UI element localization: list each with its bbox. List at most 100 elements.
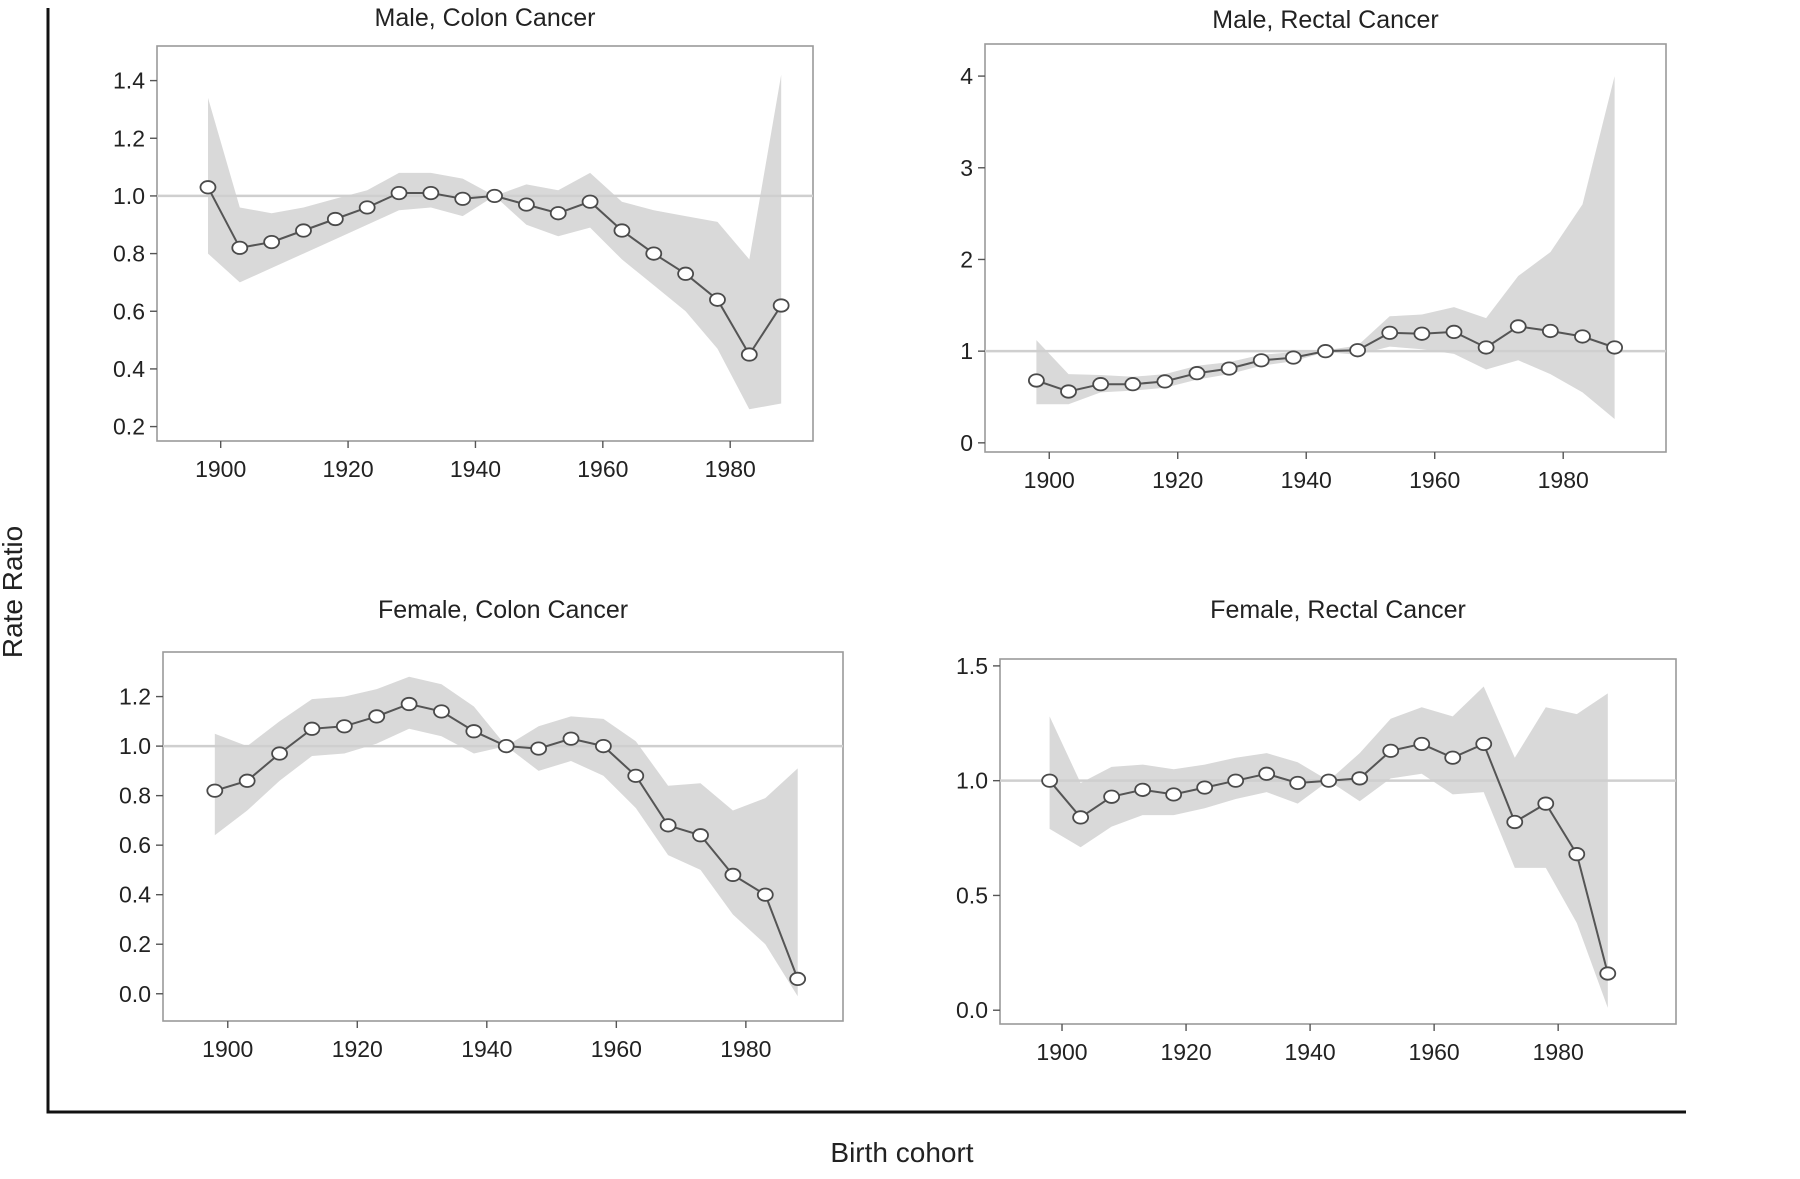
female-colon-y-tick-label: 0.2	[119, 931, 151, 957]
female-colon-data-point	[724, 867, 742, 882]
male-rectal-y-tick-label: 1	[960, 338, 973, 364]
female-colon-panel: Female, Colon Cancer 1.2 1.0 0.8 0.6 0.4 0.2 0.…	[119, 596, 844, 1062]
male-colon-data-point	[263, 234, 281, 250]
female-rectal-data-point	[1413, 736, 1431, 752]
female-colon-y-tick-label: 1.0	[119, 733, 151, 759]
male-colon-data-point	[645, 246, 663, 261]
outer-axis-frame	[46, 8, 1686, 1114]
female-colon-x-tick-label: 1900	[202, 1036, 253, 1062]
male-rectal-x-tick-label: 1940	[1281, 467, 1332, 493]
male-colon-data-point	[772, 298, 790, 313]
male-rectal-panel: Male, Rectal Cancer 4 3 2 1 0 1900 1920 1940 1960…	[960, 6, 1667, 493]
male-colon-data-point	[549, 206, 567, 221]
female-colon-data-point	[335, 719, 353, 734]
male-colon-x-tick-label: 1960	[577, 456, 628, 482]
female-rectal-confidence-band	[1049, 686, 1608, 1008]
male-colon-y-tick-label: 1.4	[113, 68, 145, 94]
female-rectal-data-point	[1537, 796, 1555, 811]
male-colon-x-tick-label: 1940	[450, 456, 501, 482]
figure-y-label: Rate Ratio	[0, 526, 28, 658]
male-colon-data-point	[677, 266, 695, 281]
male-rectal-data-point	[1541, 323, 1559, 339]
female-rectal-y-tick-label: 1.5	[956, 653, 988, 679]
male-colon-data-point	[709, 292, 726, 307]
female-rectal-data-point	[1041, 773, 1059, 788]
male-colon-data-point	[358, 200, 376, 215]
female-rectal-data-point	[1320, 773, 1338, 788]
female-rectal-x-tick-label: 1960	[1409, 1039, 1460, 1065]
male-rectal-data-point	[1252, 353, 1270, 368]
male-colon-x-tick-label: 1900	[195, 456, 246, 482]
male-colon-panel: Male, Colon Cancer 1.4 1.2 1.0 0.8 0.6 0.4 0.2 1…	[113, 4, 814, 482]
female-rectal-data-point	[1568, 847, 1586, 862]
female-colon-y-tick-label: 0.8	[119, 783, 151, 809]
male-colon-data-point	[295, 223, 312, 238]
female-colon-x-tick-label: 1920	[332, 1036, 383, 1062]
male-rectal-data-point	[1124, 377, 1142, 392]
male-colon-data-point	[422, 185, 440, 201]
male-colon-title: Male, Colon Cancer	[375, 4, 596, 32]
male-colon-data-point	[454, 191, 472, 206]
female-colon-y-tick-label: 0.6	[119, 832, 151, 858]
female-rectal-data-point	[1103, 789, 1121, 804]
female-colon-title: Female, Colon Cancer	[378, 596, 628, 624]
male-rectal-x-tick-label: 1960	[1409, 467, 1460, 493]
male-colon-x-tick-label: 1920	[322, 456, 373, 482]
male-rectal-y-tick-label: 3	[960, 155, 973, 181]
male-rectal-x-tick-label: 1900	[1024, 467, 1075, 493]
female-colon-data-point	[433, 704, 450, 719]
male-colon-y-tick-label: 0.2	[113, 414, 145, 440]
male-colon-data-point	[486, 188, 503, 204]
female-rectal-x-tick-label: 1920	[1160, 1039, 1211, 1065]
female-rectal-data-point	[1351, 771, 1369, 786]
male-rectal-data-point	[1381, 325, 1399, 340]
female-colon-data-point	[400, 696, 418, 712]
female-rectal-data-point	[1134, 782, 1152, 797]
female-colon-data-point	[238, 773, 256, 788]
female-rectal-x-tick-label: 1940	[1285, 1039, 1336, 1065]
female-colon-data-point	[789, 971, 807, 986]
male-rectal-data-point	[1220, 361, 1238, 376]
female-rectal-data-point	[1165, 787, 1183, 802]
female-colon-data-point	[562, 731, 580, 746]
male-colon-y-tick-label: 0.4	[113, 356, 145, 382]
male-rectal-data-point	[1027, 373, 1045, 388]
male-rectal-confidence-band	[1036, 76, 1615, 419]
female-rectal-data-point	[1196, 780, 1214, 795]
male-rectal-data-point	[1188, 366, 1206, 381]
female-colon-y-tick-label: 0.0	[119, 981, 151, 1007]
male-colon-y-tick-label: 0.6	[113, 298, 145, 324]
female-rectal-x-tick-label: 1900	[1036, 1039, 1087, 1065]
female-colon-y-tick-label: 0.4	[119, 882, 151, 908]
male-colon-data-point	[613, 223, 631, 238]
female-colon-data-point	[368, 709, 386, 724]
male-rectal-data-point	[1413, 326, 1431, 341]
female-rectal-data-point	[1475, 736, 1493, 752]
male-rectal-data-point	[1060, 384, 1077, 399]
female-rectal-data-point	[1382, 743, 1400, 758]
male-rectal-data-point	[1477, 340, 1495, 355]
male-rectal-y-tick-label: 2	[960, 246, 973, 272]
female-rectal-data-point	[1072, 810, 1090, 825]
female-rectal-data-point	[1599, 966, 1617, 981]
female-rectal-y-tick-label: 0.5	[956, 882, 988, 908]
female-colon-y-tick-label: 1.2	[119, 684, 151, 710]
female-colon-data-point	[659, 818, 677, 833]
male-rectal-data-point	[1445, 324, 1463, 339]
female-colon-data-point	[756, 887, 774, 902]
female-colon-data-point	[497, 739, 515, 754]
male-colon-y-tick-label: 1.2	[113, 125, 145, 151]
female-colon-data-point	[692, 828, 709, 843]
panels: Male, Colon Cancer 1.4 1.2 1.0 0.8 0.6 0.4 0.2 1…	[113, 4, 1677, 1065]
figure-x-label: Birth cohort	[830, 1137, 973, 1168]
female-rectal-data-point	[1506, 814, 1524, 830]
female-rectal-y-tick-label: 0.0	[956, 997, 988, 1023]
female-colon-x-tick-label: 1980	[720, 1036, 771, 1062]
male-rectal-x-tick-label: 1980	[1538, 467, 1589, 493]
female-colon-data-point	[303, 721, 321, 736]
male-colon-data-point	[231, 240, 249, 255]
male-colon-x-tick-label: 1980	[705, 456, 756, 482]
female-colon-data-point	[465, 724, 483, 739]
female-colon-data-point	[594, 739, 612, 754]
